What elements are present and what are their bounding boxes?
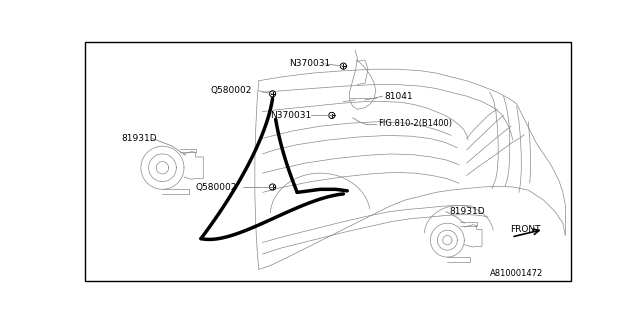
Text: FRONT: FRONT [509, 225, 540, 234]
Text: 81931D: 81931D [122, 134, 157, 143]
Text: FIG.810-2(B1400): FIG.810-2(B1400) [378, 119, 452, 128]
Text: N370031: N370031 [270, 111, 312, 120]
Text: N370031: N370031 [289, 59, 331, 68]
Text: 81931D: 81931D [449, 207, 484, 216]
Text: Q580002: Q580002 [211, 86, 252, 95]
Text: Q580002: Q580002 [196, 182, 237, 191]
Text: 81041: 81041 [384, 92, 413, 101]
Text: A810001472: A810001472 [490, 269, 543, 278]
